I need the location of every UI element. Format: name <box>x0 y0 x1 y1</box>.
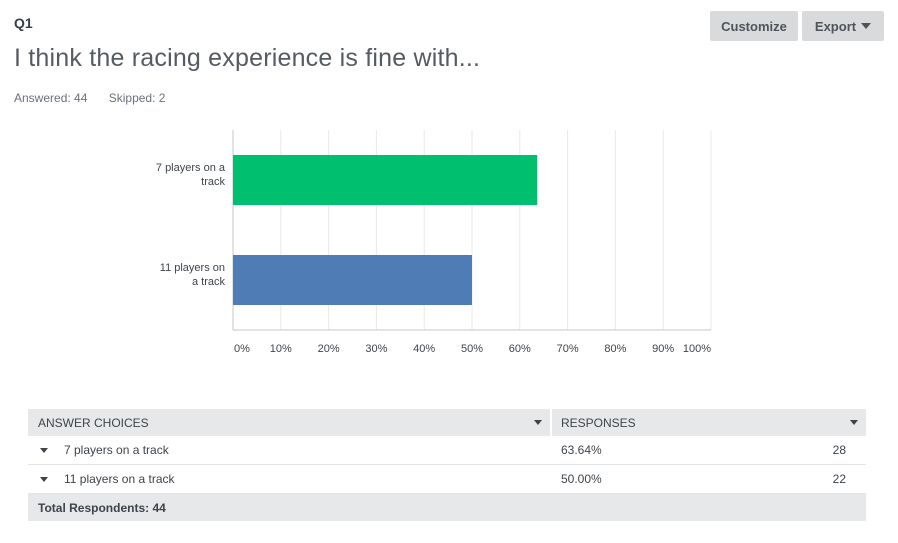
export-button[interactable]: Export <box>802 11 884 41</box>
x-tick-label: 70% <box>557 343 579 355</box>
response-count: 22 <box>832 472 846 486</box>
x-tick-label: 90% <box>652 343 674 355</box>
sort-responses-icon[interactable] <box>850 409 858 436</box>
response-percent: 63.64% <box>561 443 602 457</box>
bar-chart: 7 players on a track 11 players on a track 0… <box>156 130 712 355</box>
responses-table: ANSWER CHOICES RESPONSES 7 players on a … <box>28 409 866 521</box>
choice-label: 7 players on a track <box>64 443 169 457</box>
customize-button-label: Customize <box>721 18 787 34</box>
total-respondents: Total Respondents: 44 <box>38 500 166 515</box>
question-number: Q1 <box>14 15 33 31</box>
chevron-down-icon <box>861 23 872 29</box>
expand-row-icon[interactable] <box>40 476 48 482</box>
x-tick-label: 100% <box>683 343 711 355</box>
category-label: 7 players on a track <box>156 162 226 188</box>
answer-choices-header[interactable]: ANSWER CHOICES <box>38 415 149 430</box>
category-label: 11 players on a track <box>160 262 226 288</box>
customize-button[interactable]: Customize <box>710 11 798 41</box>
response-percent: 50.00% <box>561 472 602 486</box>
response-count: 28 <box>832 443 846 457</box>
question-title: I think the racing experience is fine wi… <box>14 44 481 72</box>
response-stats: Answered: 44 Skipped: 2 <box>14 91 183 105</box>
expand-row-icon[interactable] <box>40 447 48 453</box>
answered-count: Answered: 44 <box>14 91 88 105</box>
bar <box>233 155 538 205</box>
export-button-label: Export <box>814 18 857 34</box>
header-divider <box>550 409 552 436</box>
x-tick-label: 30% <box>365 343 387 355</box>
x-tick-label: 80% <box>604 343 626 355</box>
choice-label: 11 players on a track <box>64 472 175 486</box>
table-footer: Total Respondents: 44 <box>28 494 866 521</box>
x-tick-label: 50% <box>461 343 483 355</box>
sort-choices-icon[interactable] <box>534 409 542 436</box>
x-tick-label: 60% <box>509 343 531 355</box>
bar <box>233 255 472 305</box>
table-header: ANSWER CHOICES RESPONSES <box>28 409 866 436</box>
x-tick-label: 10% <box>270 343 292 355</box>
table-row: 11 players on a track 50.00% 22 <box>28 465 866 494</box>
x-tick-label: 0% <box>234 343 250 355</box>
responses-header[interactable]: RESPONSES <box>561 415 636 430</box>
skipped-count: Skipped: 2 <box>108 91 166 105</box>
table-row: 7 players on a track 63.64% 28 <box>28 436 866 465</box>
x-tick-label: 40% <box>413 343 435 355</box>
x-tick-label: 20% <box>318 343 340 355</box>
